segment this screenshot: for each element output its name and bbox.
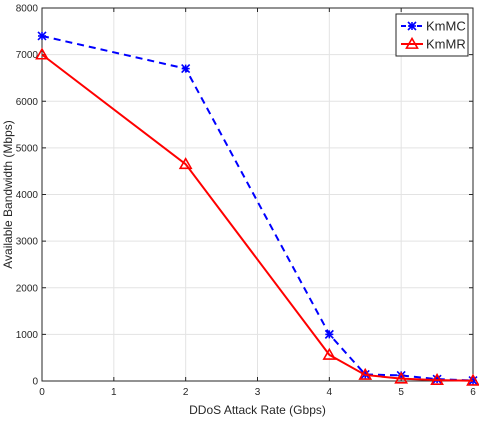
y-tick-label: 6000 <box>16 97 39 108</box>
legend: KmMC KmMR <box>395 13 469 57</box>
data-point-marker <box>394 371 409 384</box>
data-point-marker <box>407 21 417 31</box>
data-point-marker <box>35 47 49 60</box>
data-point-marker <box>358 367 373 380</box>
y-tick-label: 0 <box>32 377 38 388</box>
y-tick-label: 8000 <box>16 4 39 15</box>
legend-item: KmMC <box>401 19 466 34</box>
y-tick-label: 3000 <box>16 237 39 248</box>
y-axis-label: Available Bandwidth (Mbps) <box>1 120 15 269</box>
x-tick-label: 2 <box>183 387 189 398</box>
series-kmmr <box>35 47 479 386</box>
data-point-marker <box>178 157 193 170</box>
legend-item: KmMR <box>401 37 466 52</box>
x-tick-label: 0 <box>39 387 45 398</box>
legend-label: KmMC <box>426 19 466 34</box>
marker-stroke <box>324 329 334 339</box>
series-layer <box>35 31 479 386</box>
x-tick-label: 6 <box>470 387 476 398</box>
x-tick-label: 5 <box>398 387 404 398</box>
marker-stroke <box>181 64 191 74</box>
x-tick-label: 4 <box>327 387 333 398</box>
y-tick-label: 4000 <box>16 190 39 201</box>
x-tick-label: 1 <box>111 387 117 398</box>
data-point-marker <box>405 36 419 49</box>
y-tick-label: 7000 <box>16 50 39 61</box>
series-line <box>41 53 474 382</box>
data-point-marker <box>37 31 47 41</box>
grid <box>41 7 474 382</box>
data-point-marker <box>430 372 444 385</box>
data-point-marker <box>324 329 334 339</box>
y-tick-label: 5000 <box>16 143 39 154</box>
legend-label: KmMR <box>426 37 466 52</box>
marker-stroke <box>407 21 417 31</box>
data-point-marker <box>466 373 479 386</box>
y-tick-label: 2000 <box>16 283 39 294</box>
data-point-marker <box>181 64 191 74</box>
data-point-marker <box>322 347 337 360</box>
x-tick-label: 3 <box>255 387 261 398</box>
x-axis-label: DDoS Attack Rate (Gbps) <box>189 403 326 417</box>
y-tick-label: 1000 <box>16 330 39 341</box>
legend-box <box>395 13 469 57</box>
axis-ticks: 0 1 2 3 4 5 6 0 1000 2000 3000 4000 5000 6000 7000 8000 <box>16 4 476 399</box>
marker-stroke <box>37 31 47 41</box>
